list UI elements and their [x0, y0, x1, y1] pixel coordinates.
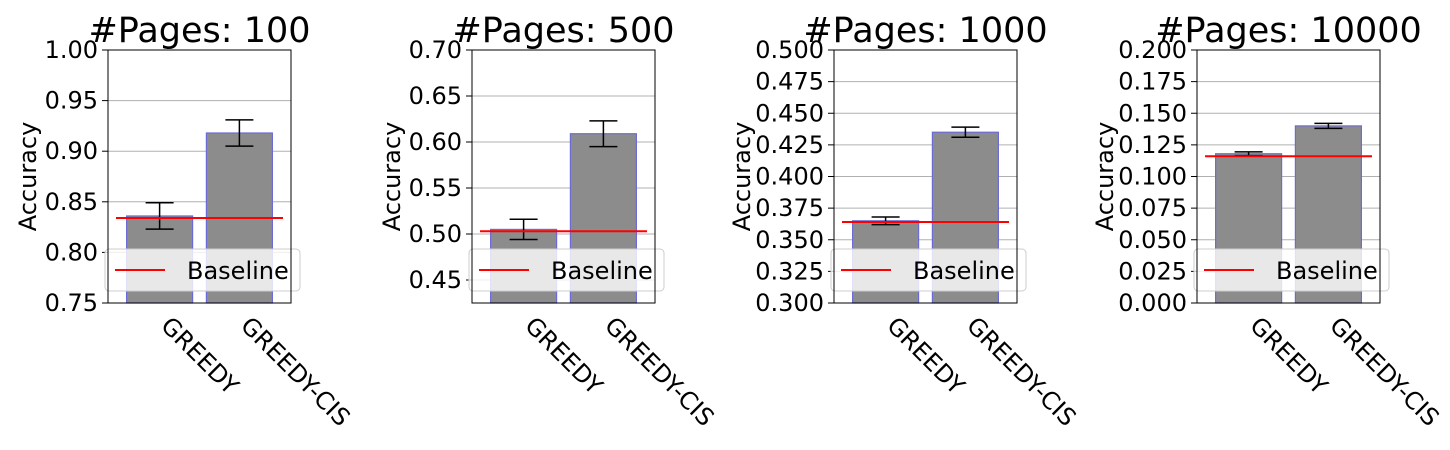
- x-tick-label: GREEDY-CIS: [235, 311, 355, 431]
- y-tick-label: 0.85: [45, 188, 98, 216]
- y-axis-label: Accuracy: [14, 122, 42, 232]
- axes-frame: [471, 49, 656, 304]
- y-tick-label: 0.475: [755, 68, 824, 96]
- legend-label: Baseline: [551, 257, 653, 285]
- y-tick-label: 0.000: [1118, 289, 1187, 317]
- y-tick-label: 0.80: [45, 238, 98, 266]
- y-tick-label: 0.375: [755, 194, 824, 222]
- y-tick-label: 0.75: [45, 289, 98, 317]
- x-tick-label: GREEDY: [1244, 311, 1333, 400]
- y-tick-label: 0.65: [409, 82, 462, 110]
- y-tick-label: 0.45: [409, 266, 462, 294]
- legend-box: [104, 248, 301, 292]
- chart-title: #Pages: 1000: [803, 11, 1047, 51]
- axes-frame: [1196, 49, 1381, 304]
- chart-title: #Pages: 100: [88, 11, 310, 51]
- y-tick-label: 0.300: [755, 289, 824, 317]
- chart-title: #Pages: 500: [452, 11, 674, 51]
- y-axis-label: Accuracy: [1091, 122, 1119, 232]
- legend-box: [1193, 248, 1390, 292]
- y-tick-label: 0.175: [1118, 68, 1187, 96]
- axes-frame: [107, 49, 292, 304]
- y-tick-label: 0.95: [45, 87, 98, 115]
- y-tick-label: 0.325: [755, 257, 824, 285]
- y-tick-label: 0.70: [409, 36, 462, 64]
- legend-label: Baseline: [187, 257, 289, 285]
- y-axis-label: Accuracy: [728, 122, 756, 232]
- y-tick-label: 0.075: [1118, 194, 1187, 222]
- y-tick-label: 0.200: [1118, 36, 1187, 64]
- y-tick-label: 0.400: [755, 163, 824, 191]
- y-tick-label: 0.55: [409, 174, 462, 202]
- y-tick-label: 0.125: [1118, 131, 1187, 159]
- y-tick-label: 1.00: [45, 36, 98, 64]
- x-tick-label: GREEDY-CIS: [1324, 311, 1444, 431]
- axes-frame: [833, 49, 1018, 304]
- y-tick-label: 0.350: [755, 226, 824, 254]
- y-axis-label: Accuracy: [378, 122, 406, 232]
- legend-box: [830, 248, 1027, 292]
- y-tick-label: 0.100: [1118, 163, 1187, 191]
- chart-panel-1: 0.75 0.80 0.85 0.90 0.95 1.00 Baseline GREEDYGR…: [14, 11, 356, 432]
- chart-title: #Pages: 10000: [1155, 11, 1422, 51]
- y-tick-label: 0.90: [45, 137, 98, 165]
- y-tick-label: 0.050: [1118, 226, 1187, 254]
- legend-label: Baseline: [913, 257, 1015, 285]
- chart-panel-2: 0.45 0.50 0.55 0.60 0.65 0.70 Baseline GREEDYGR…: [378, 11, 720, 432]
- legend-label: Baseline: [1276, 257, 1378, 285]
- x-tick-label: GREEDY-CIS: [961, 311, 1081, 431]
- y-tick-label: 0.425: [755, 131, 824, 159]
- legend-box: [468, 248, 665, 292]
- y-tick-label: 0.025: [1118, 257, 1187, 285]
- x-tick-label: GREEDY-CIS: [599, 311, 719, 431]
- chart-panel-3: 0.300 0.325 0.350 0.375 0.400 0.425 0.450 0.475…: [728, 11, 1082, 432]
- y-tick-label: 0.150: [1118, 99, 1187, 127]
- chart-panel-4: 0.000 0.025 0.050 0.075 0.100 0.125 0.150 0.175…: [1091, 11, 1445, 432]
- y-tick-label: 0.60: [409, 128, 462, 156]
- y-tick-label: 0.450: [755, 99, 824, 127]
- x-tick-label: GREEDY: [519, 311, 608, 400]
- y-tick-label: 0.500: [755, 36, 824, 64]
- x-tick-label: GREEDY: [155, 311, 244, 400]
- y-tick-label: 0.50: [409, 220, 462, 248]
- x-tick-label: GREEDY: [881, 311, 970, 400]
